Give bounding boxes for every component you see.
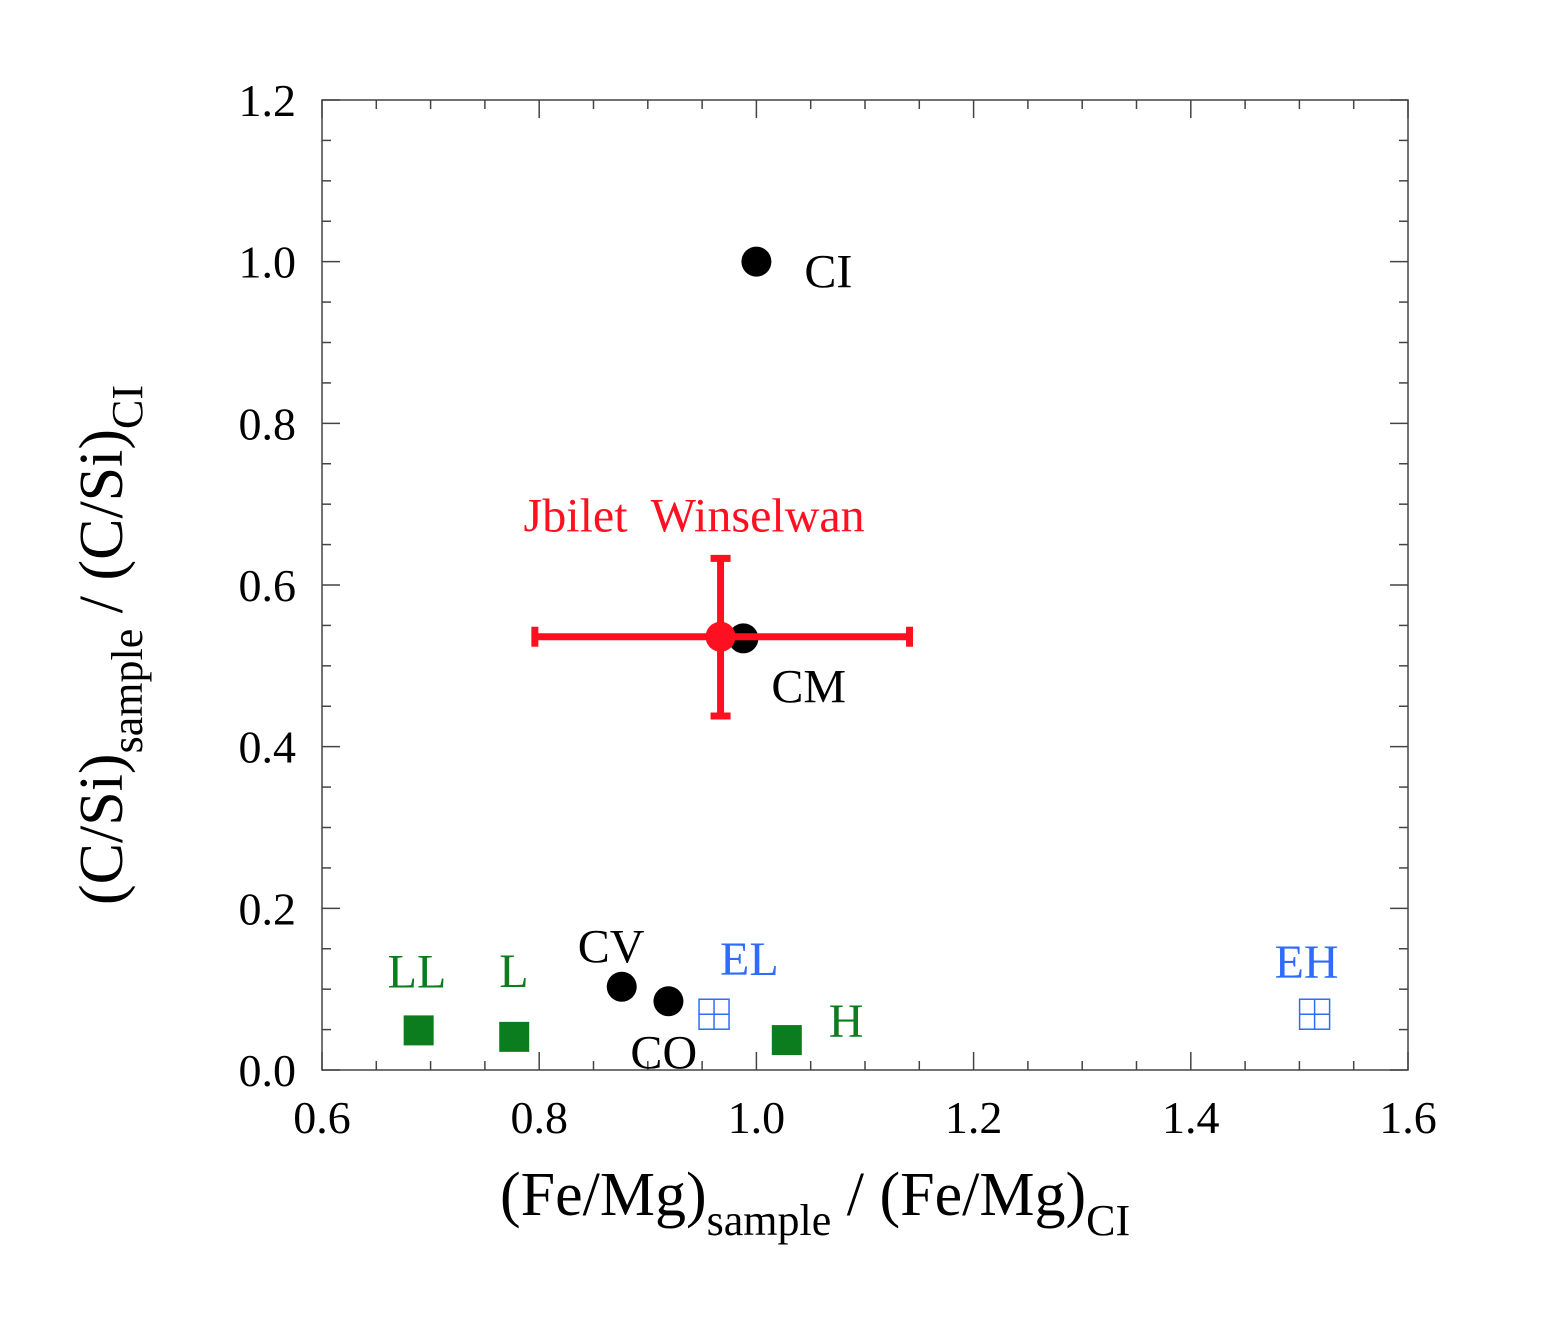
point-label: CI: [804, 246, 852, 299]
circle-marker: [741, 246, 772, 277]
point-co: CO: [630, 986, 697, 1079]
x-tick-label: 1.6: [1379, 1092, 1437, 1143]
point-label: CO: [630, 1026, 697, 1079]
point-el: EL: [698, 933, 779, 1030]
point-eh: EH: [1275, 936, 1339, 1030]
y-tick-label: 0.4: [239, 722, 297, 773]
y-tick-label: 0.6: [239, 560, 297, 611]
x-tick-label: 1.4: [1162, 1092, 1220, 1143]
point-label: EL: [720, 933, 779, 986]
square-marker: [499, 1021, 530, 1052]
y-axis-label: (C/Si)sample / (C/Si)CI: [68, 385, 152, 905]
point-ll: LL: [388, 945, 447, 1046]
point-label: Jbilet Winselwan: [524, 490, 865, 543]
x-tick-label: 1.0: [728, 1092, 786, 1143]
point-l: L: [499, 945, 530, 1052]
point-ci: CI: [741, 246, 852, 299]
y-tick-label: 1.0: [239, 237, 297, 288]
x-tick-label: 1.2: [945, 1092, 1003, 1143]
axis-ticks: [321, 99, 1409, 1071]
y-tick-label: 0.0: [239, 1045, 297, 1096]
y-tick-label: 1.2: [239, 75, 297, 126]
point-label: CV: [578, 921, 645, 974]
square-marker: [403, 1015, 434, 1046]
point-label: EH: [1275, 936, 1339, 989]
y-tick-labels: 0.0 0.2 0.4 0.6 0.8 1.0 1.2: [239, 75, 297, 1096]
x-tick-label: 0.6: [293, 1092, 351, 1143]
circle-marker: [653, 986, 684, 1017]
point-h: H: [771, 995, 864, 1056]
y-tick-label: 0.2: [239, 883, 297, 934]
x-axis-label: (Fe/Mg)sample / (Fe/Mg)CI: [500, 1161, 1130, 1245]
plot-frame: [321, 99, 1409, 1071]
point-label: H: [829, 995, 864, 1048]
y-tick-label: 0.8: [239, 398, 297, 449]
circle-marker: [705, 621, 736, 652]
point-label: CM: [771, 660, 846, 713]
point-cv: CV: [578, 921, 645, 1002]
x-tick-labels: 0.6 0.8 1.0 1.2 1.4 1.6: [293, 1092, 1437, 1143]
x-tick-label: 0.8: [510, 1092, 568, 1143]
point-jbilet-winselwan: Jbilet Winselwan: [524, 490, 914, 720]
square-marker: [771, 1025, 802, 1056]
circle-marker: [606, 971, 637, 1002]
point-label: LL: [388, 945, 447, 998]
point-label: L: [499, 945, 528, 998]
